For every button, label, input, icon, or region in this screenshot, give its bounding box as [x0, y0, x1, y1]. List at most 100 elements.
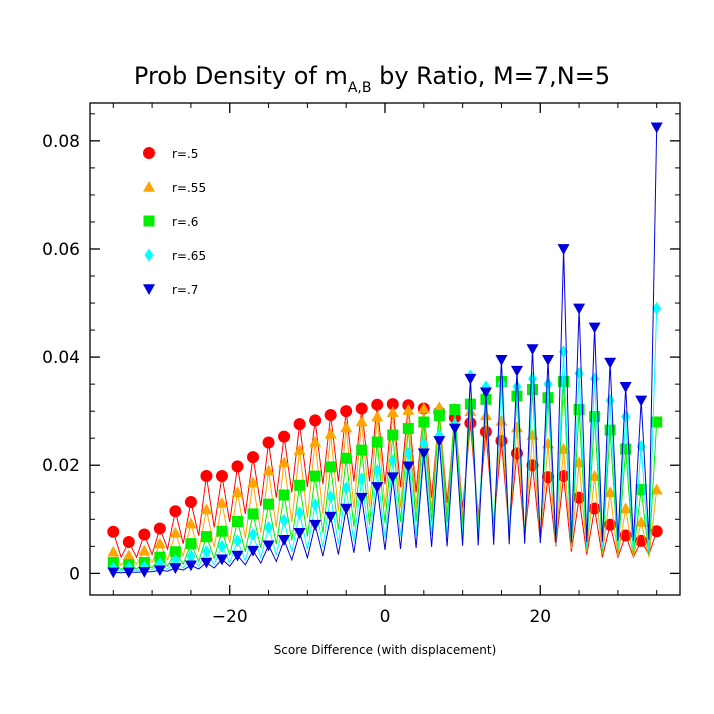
data-point	[153, 565, 166, 577]
data-point	[387, 429, 399, 441]
data-point	[200, 470, 213, 483]
data-point	[340, 452, 352, 464]
data-point	[650, 122, 663, 134]
data-point	[650, 483, 663, 495]
series-line	[112, 407, 658, 567]
series-line	[113, 308, 658, 572]
legend-label: r=.55	[172, 181, 206, 195]
data-point	[589, 411, 601, 423]
y-tick-label: 0	[69, 564, 80, 584]
data-point	[388, 454, 398, 468]
data-point	[107, 567, 120, 579]
data-point	[526, 344, 539, 355]
data-point	[357, 472, 367, 486]
data-point	[309, 519, 322, 531]
data-point	[262, 540, 275, 552]
data-point	[650, 525, 663, 538]
data-point	[635, 395, 648, 407]
data-point	[495, 355, 508, 366]
legend-marker	[143, 181, 155, 192]
data-point	[588, 322, 601, 334]
data-point	[619, 502, 632, 514]
x-tick-label: −20	[212, 607, 248, 627]
data-point	[138, 544, 151, 556]
data-point	[107, 525, 120, 538]
data-point	[122, 536, 135, 549]
data-point	[324, 408, 337, 421]
data-point	[355, 402, 368, 415]
data-point	[295, 506, 305, 520]
data-point	[479, 387, 492, 399]
data-point	[200, 531, 212, 543]
data-point	[340, 421, 353, 433]
data-point	[356, 444, 368, 456]
data-point	[464, 398, 476, 410]
data-point	[558, 375, 570, 387]
series-2	[107, 375, 663, 571]
data-point	[417, 448, 430, 460]
legend-marker	[143, 147, 155, 159]
data-point	[169, 546, 181, 558]
legend-marker	[143, 215, 155, 227]
data-point	[231, 486, 244, 498]
data-point	[341, 481, 351, 495]
data-point	[233, 534, 242, 548]
data-point	[512, 380, 522, 394]
data-point	[231, 550, 244, 562]
data-point	[510, 365, 523, 377]
y-tick-label: 0.02	[42, 456, 80, 476]
data-point	[248, 527, 258, 541]
data-point	[278, 456, 291, 468]
axis-layer: −20 0 20 0 0.02 0.04 0.06 0.08	[42, 103, 680, 627]
chart-title-suffix: by Ratio, M=7,N=5	[371, 62, 610, 90]
data-point	[200, 503, 213, 515]
data-point	[402, 461, 415, 473]
data-point	[294, 479, 306, 491]
legend-item: r=.65	[144, 248, 206, 263]
series-3	[108, 301, 662, 575]
data-point	[262, 436, 275, 449]
legend-item: r=.5	[143, 147, 198, 161]
data-point	[324, 427, 337, 439]
data-point	[325, 461, 337, 473]
data-point	[573, 303, 586, 315]
data-point	[419, 437, 429, 451]
data-point	[340, 503, 353, 515]
data-point	[247, 545, 260, 557]
data-point	[542, 355, 555, 366]
data-point	[215, 497, 228, 508]
data-point	[417, 402, 430, 414]
legend-label: r=.5	[172, 147, 198, 161]
data-point	[217, 539, 227, 553]
data-point	[604, 518, 617, 531]
data-point	[402, 422, 414, 434]
data-point	[371, 436, 383, 448]
data-point	[402, 404, 415, 415]
x-tick-label: 0	[380, 607, 391, 627]
data-point	[464, 373, 477, 385]
data-point	[293, 528, 306, 539]
data-point	[169, 526, 182, 538]
data-point	[185, 538, 197, 550]
data-point	[433, 436, 446, 447]
data-point	[169, 505, 182, 518]
x-tick-label: 20	[529, 607, 551, 627]
data-point	[138, 528, 151, 541]
data-point	[186, 549, 196, 563]
data-point	[278, 535, 291, 546]
data-point	[543, 377, 553, 391]
data-point	[651, 416, 663, 428]
data-point	[184, 560, 197, 572]
data-point	[542, 392, 554, 404]
legend-label: r=.65	[172, 249, 206, 263]
data-point	[310, 498, 320, 512]
data-point	[324, 511, 337, 523]
data-point	[495, 434, 508, 447]
data-point	[264, 520, 274, 534]
legend-item: r=.55	[143, 181, 206, 195]
data-point	[201, 545, 211, 559]
data-point	[293, 418, 306, 431]
legend-item: r=.7	[143, 283, 198, 297]
data-point	[433, 401, 446, 413]
